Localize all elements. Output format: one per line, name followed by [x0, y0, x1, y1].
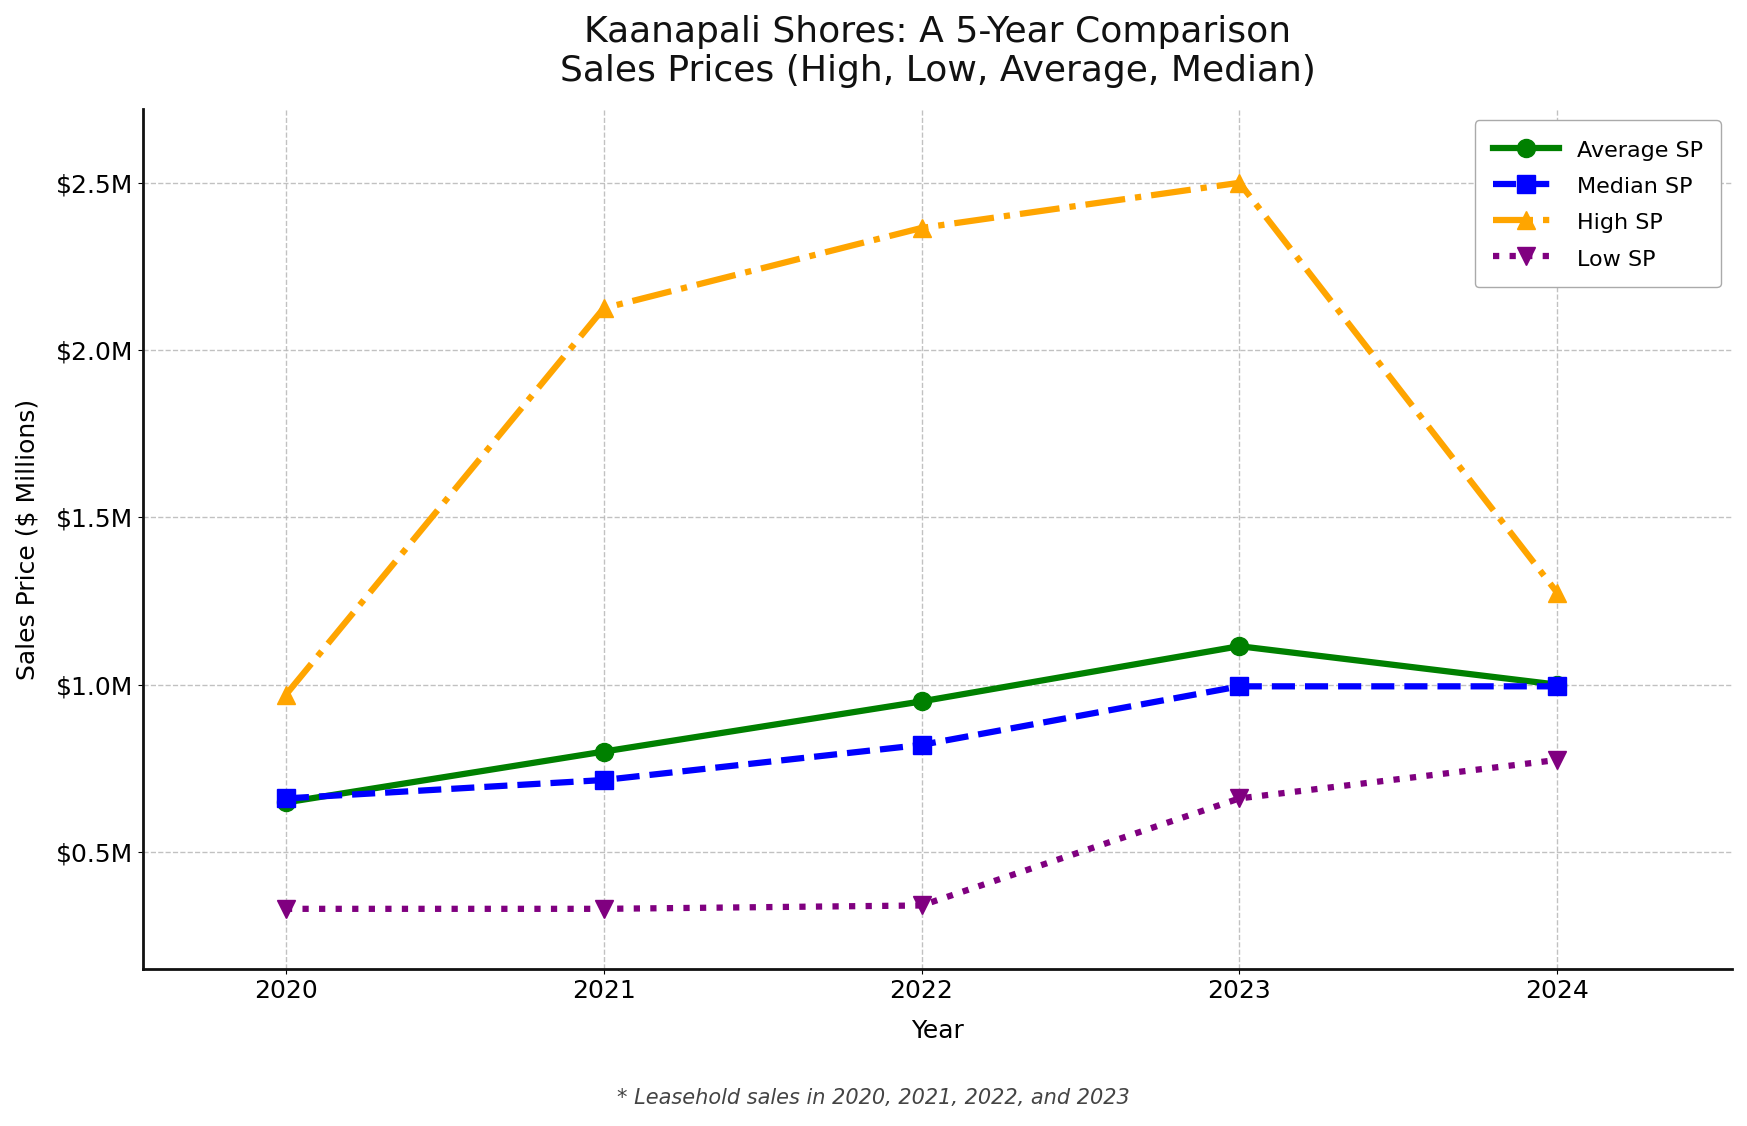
- High SP: [594, 302, 615, 315]
- High SP: [912, 221, 933, 234]
- Low SP: [594, 902, 615, 915]
- Average SP: [1546, 678, 1567, 691]
- Y-axis label: Sales Price ($ Millions): Sales Price ($ Millions): [16, 399, 38, 680]
- Median SP: [912, 739, 933, 752]
- Low SP: [912, 899, 933, 912]
- Median SP: [1228, 680, 1249, 694]
- Average SP: [912, 695, 933, 708]
- Line: Low SP: Low SP: [276, 751, 1567, 918]
- Low SP: [276, 902, 297, 915]
- Median SP: [276, 792, 297, 805]
- Line: Average SP: Average SP: [276, 637, 1567, 812]
- Line: Median SP: Median SP: [276, 678, 1567, 807]
- High SP: [276, 688, 297, 701]
- Low SP: [1228, 792, 1249, 805]
- X-axis label: Year: Year: [910, 1019, 964, 1044]
- Line: High SP: High SP: [276, 173, 1567, 704]
- Median SP: [1546, 680, 1567, 694]
- Average SP: [1228, 640, 1249, 653]
- Average SP: [276, 796, 297, 810]
- Legend: Average SP, Median SP, High SP, Low SP: Average SP, Median SP, High SP, Low SP: [1474, 120, 1721, 287]
- Low SP: [1546, 753, 1567, 767]
- Average SP: [594, 744, 615, 758]
- High SP: [1546, 586, 1567, 599]
- Title: Kaanapali Shores: A 5-Year Comparison
Sales Prices (High, Low, Average, Median): Kaanapali Shores: A 5-Year Comparison Sa…: [559, 15, 1315, 89]
- Text: * Leasehold sales in 2020, 2021, 2022, and 2023: * Leasehold sales in 2020, 2021, 2022, a…: [617, 1088, 1130, 1108]
- High SP: [1228, 176, 1249, 189]
- Median SP: [594, 774, 615, 787]
